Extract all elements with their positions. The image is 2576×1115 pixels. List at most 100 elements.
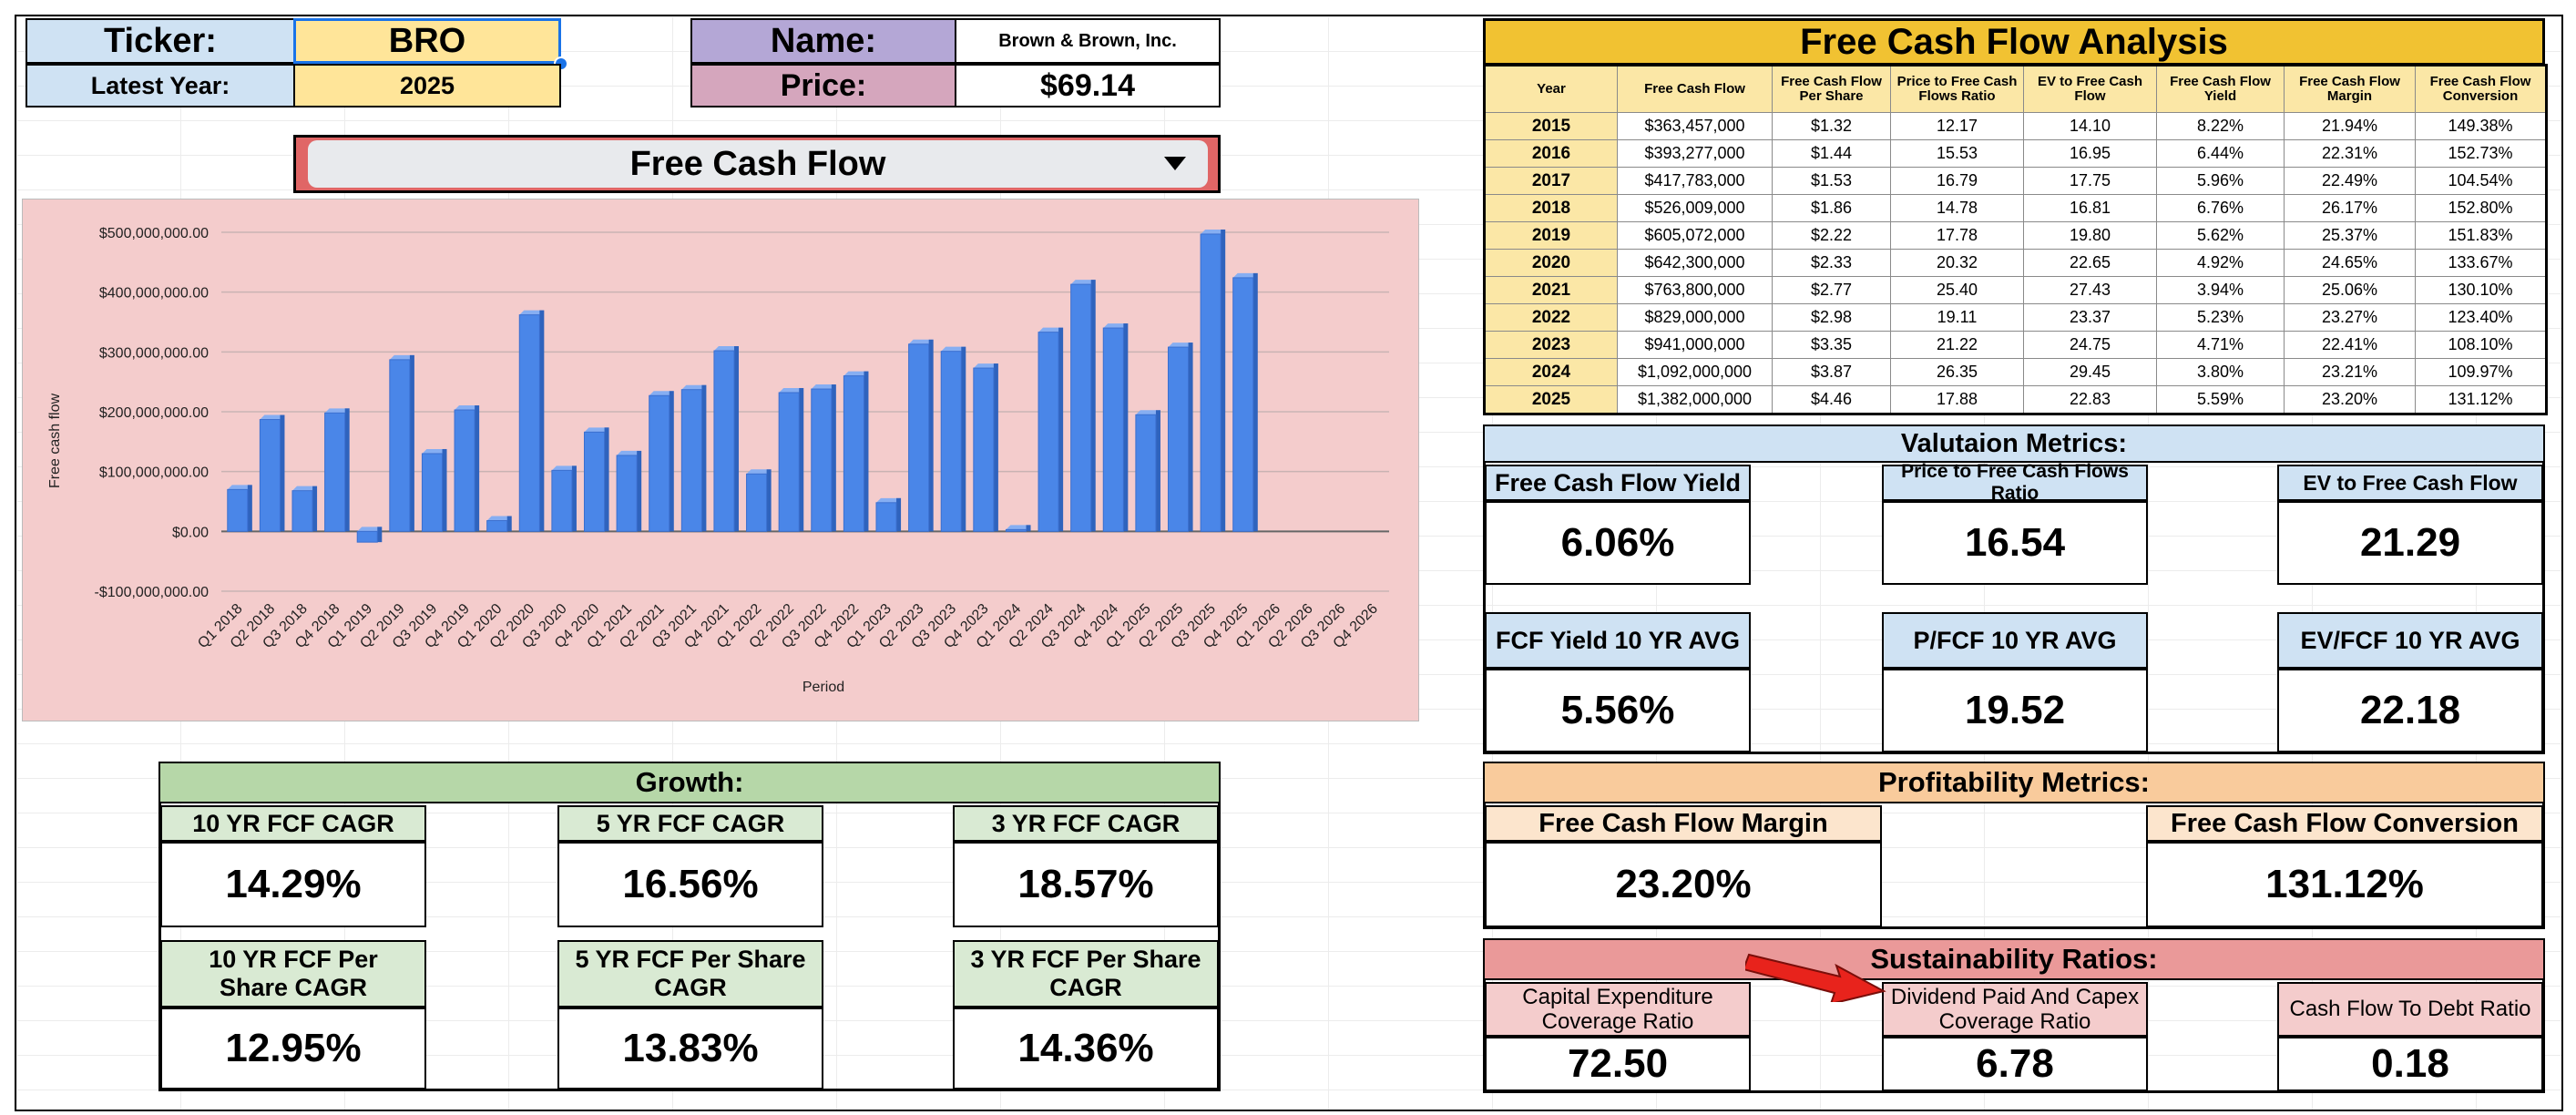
bar-top [617, 450, 642, 455]
table-row: 2025 $1,382,000,000 $4.46 17.88 22.83 5.59% 23… [1484, 385, 2547, 414]
y-tick-label: $200,000,000.00 [99, 405, 209, 421]
price-value: $69.14 [955, 64, 1221, 107]
bar-top [1135, 410, 1160, 415]
bar-side [344, 408, 350, 532]
table-cell: 4.92% [2156, 249, 2285, 277]
metric-dropdown-value: Free Cash Flow [629, 144, 886, 183]
bar-top [875, 497, 902, 503]
table-year-cell: 2022 [1484, 303, 1618, 332]
fcf-yield-value: 6.06% [1485, 501, 1751, 585]
table-cell: 17.78 [1890, 221, 2024, 250]
bar-side [896, 497, 902, 532]
table-cell: $2.22 [1772, 221, 1891, 250]
table-cell: $1.44 [1772, 139, 1891, 168]
profitability-section [1483, 762, 2545, 929]
table-row: 2019 $605,072,000 $2.22 17.78 19.80 5.62% 25.3… [1484, 221, 2547, 250]
bar-top [260, 414, 285, 420]
bar-side [571, 465, 577, 532]
bar [746, 473, 768, 532]
bar-side [377, 527, 383, 543]
table-cell: 5.23% [2156, 303, 2285, 332]
cagr10-value: 14.29% [160, 842, 426, 927]
table-cell: $1,382,000,000 [1617, 385, 1773, 414]
name-label: Name: [690, 18, 956, 64]
table-cell: 25.40 [1890, 276, 2024, 304]
table-cell: 5.59% [2156, 385, 2285, 414]
bar-side [1058, 327, 1064, 532]
table-cell: 27.43 [2023, 276, 2157, 304]
table-row: 2016 $393,277,000 $1.44 15.53 16.95 6.44% 22.3… [1484, 139, 2547, 168]
bar-side [506, 516, 512, 532]
valuation-title: Valutaion Metrics: [1485, 426, 2543, 463]
cf-debt-label: Cash Flow To Debt Ratio [2277, 982, 2543, 1037]
ev-fcf-label: EV to Free Cash Flow [2277, 465, 2543, 501]
table-cell: $393,277,000 [1617, 139, 1773, 168]
metric-dropdown[interactable]: Free Cash Flow [308, 140, 1208, 188]
ticker-input[interactable]: BRO [293, 18, 561, 64]
latest-year-input[interactable]: 2025 [293, 64, 561, 107]
red-arrow-icon [1745, 953, 1886, 1002]
fcf-yield-avg-label: FCF Yield 10 YR AVG [1485, 612, 1751, 669]
bar [551, 469, 573, 532]
p-fcf-avg-label: P/FCF 10 YR AVG [1882, 612, 2148, 669]
bar-top [843, 371, 869, 376]
table-year-cell: 2019 [1484, 221, 1618, 250]
growth-title: Growth: [160, 763, 1219, 803]
bar-side [1188, 343, 1193, 532]
fcf-table-title: Free Cash Flow Analysis [1483, 18, 2545, 64]
table-cell: 22.65 [2023, 249, 2157, 277]
y-tick-label: $300,000,000.00 [99, 345, 209, 361]
bar [259, 419, 281, 532]
table-cell: 23.27% [2284, 303, 2416, 332]
bar [1232, 277, 1254, 532]
bar-top [324, 408, 350, 414]
bar-side [1252, 272, 1258, 532]
chart-container[interactable]: $500,000,000.00 $400,000,000.00 $300,000,0… [22, 199, 1419, 721]
ps-cagr10-value: 12.95% [160, 1008, 426, 1089]
bar [875, 502, 897, 532]
bar-side [669, 391, 674, 532]
bar [1200, 233, 1222, 532]
fcf-table-header: Free Cash Flow Conversion [2415, 65, 2547, 113]
valuation-section [1483, 425, 2545, 754]
bar [518, 314, 540, 532]
ps-cagr3-label: 3 YR FCF Per Share CAGR [953, 940, 1219, 1008]
table-cell: $3.87 [1772, 358, 1891, 386]
table-row: 2017 $417,783,000 $1.53 16.79 17.75 5.96% 22.4… [1484, 167, 2547, 195]
bar-side [1090, 280, 1096, 532]
table-cell: 149.38% [2415, 112, 2547, 140]
bar-top [357, 527, 383, 532]
caret-down-icon[interactable] [1164, 157, 1186, 170]
table-cell: 108.10% [2415, 331, 2547, 359]
fcf-table-header: Free Cash Flow Yield [2156, 65, 2285, 113]
table-row: 2024 $1,092,000,000 $3.87 26.35 29.45 3.80% 23… [1484, 358, 2547, 386]
table-cell: 21.22 [1890, 331, 2024, 359]
bar [616, 455, 638, 532]
bar-top [1103, 323, 1129, 329]
bar-top [746, 469, 772, 475]
bar-side [280, 414, 285, 532]
table-row: 2018 $526,009,000 $1.86 14.78 16.81 6.76% 26.1… [1484, 194, 2547, 222]
bar [1102, 327, 1124, 532]
bar-side [1155, 410, 1160, 532]
table-cell: 130.10% [2415, 276, 2547, 304]
fcf-conversion-value: 131.12% [2146, 842, 2543, 927]
bar-top [291, 486, 318, 491]
table-cell: 14.78 [1890, 194, 2024, 222]
table-cell: 152.73% [2415, 139, 2547, 168]
capex-coverage-label: Capital Expenditure Coverage Ratio [1485, 982, 1751, 1037]
bar [649, 394, 670, 532]
fcf-table-header: Free Cash Flow Per Share [1772, 65, 1891, 113]
bar-side [961, 346, 966, 532]
table-cell: 19.11 [1890, 303, 2024, 332]
table-cell: 12.17 [1890, 112, 2024, 140]
bar-side [442, 448, 447, 532]
bar [843, 375, 864, 532]
table-cell: $1.86 [1772, 194, 1891, 222]
bar-top [681, 384, 707, 390]
table-cell: $605,072,000 [1617, 221, 1773, 250]
capex-coverage-value: 72.50 [1485, 1037, 1751, 1091]
table-cell: 15.53 [1890, 139, 2024, 168]
table-cell: 23.20% [2284, 385, 2416, 414]
table-cell: 22.49% [2284, 167, 2416, 195]
